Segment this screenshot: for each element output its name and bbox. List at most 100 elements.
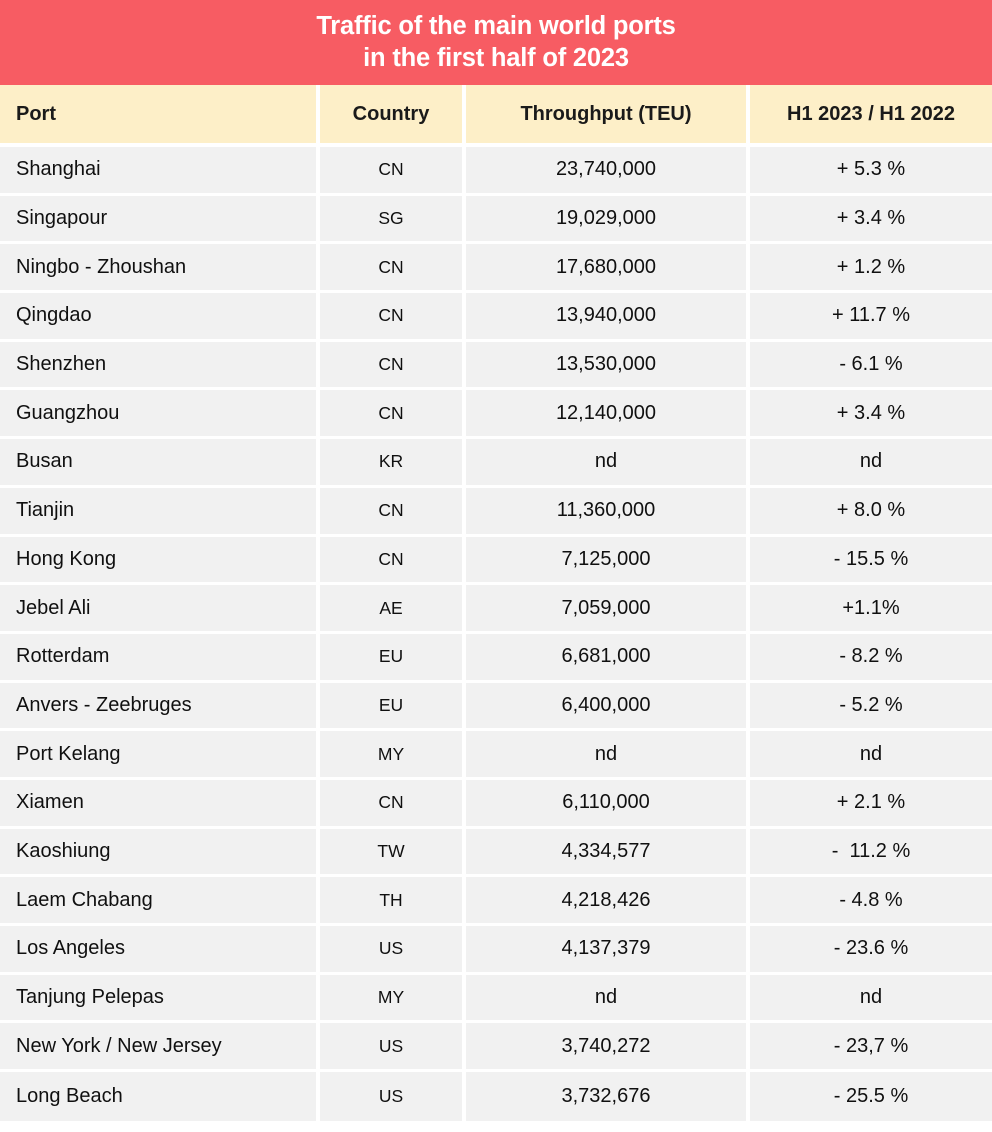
column-header-port: Port — [0, 85, 320, 147]
cell-throughput: 4,218,426 — [466, 877, 750, 926]
cell-throughput: 7,059,000 — [466, 585, 750, 634]
cell-country: US — [320, 1023, 466, 1073]
cell-variation: + 11.7 % — [750, 293, 992, 342]
cell-country: SG — [320, 195, 466, 245]
cell-country: AE — [320, 585, 466, 634]
cell-port: Port Kelang — [0, 731, 320, 780]
table-row: Jebel Ali AE 7,059,000 +1.1% — [0, 585, 992, 634]
cell-port: Xiamen — [0, 779, 320, 829]
cell-throughput: 4,334,577 — [466, 828, 750, 878]
cell-country: CN — [320, 536, 466, 586]
cell-country: EU — [320, 633, 466, 683]
ports-table: Port Country Throughput (TEU) H1 2023 / … — [0, 85, 992, 1121]
cell-country: TW — [320, 828, 466, 878]
cell-country: CN — [320, 244, 466, 294]
cell-port: Singapour — [0, 195, 320, 245]
cell-variation: - 6.1 % — [750, 341, 992, 391]
title-banner: Traffic of the main world ports in the f… — [0, 0, 992, 85]
cell-throughput: 19,029,000 — [466, 195, 750, 245]
cell-variation: + 1.2 % — [750, 244, 992, 294]
cell-throughput: nd — [466, 974, 750, 1024]
cell-port: Rotterdam — [0, 633, 320, 683]
cell-country: US — [320, 926, 466, 975]
column-header-throughput: Throughput (TEU) — [466, 85, 750, 147]
table-row: Kaoshiung TW 4,334,577- 11.2 % — [0, 828, 992, 878]
cell-port: Los Angeles — [0, 926, 320, 975]
cell-port: Shanghai — [0, 147, 320, 196]
cell-throughput: 6,400,000 — [466, 682, 750, 732]
table-row: Guangzhou CN 12,140,000 + 3.4 % — [0, 390, 992, 440]
cell-variation: - 5.2 % — [750, 682, 992, 732]
table-body: Shanghai CN 23,740,000 + 5.3 % Singapour SG 19… — [0, 147, 992, 1121]
cell-throughput: 23,740,000 — [466, 147, 750, 196]
cell-variation: nd — [750, 439, 992, 488]
cell-throughput: nd — [466, 731, 750, 780]
table-row: Ningbo - Zhoushan CN 17,680,000 + 1.2 % — [0, 244, 992, 294]
cell-country: TH — [320, 877, 466, 926]
table-row: Shenzhen CN 13,530,000- 6.1 % — [0, 341, 992, 391]
cell-country: US — [320, 1072, 466, 1121]
cell-country: MY — [320, 731, 466, 780]
table-row: Tanjung Pelepas MY nd nd — [0, 974, 992, 1024]
cell-country: CN — [320, 487, 466, 537]
table-row: Anvers - Zeebruges EU 6,400,000- 5.2 % — [0, 682, 992, 732]
table-row: Tianjin CN 11,360,000 + 8.0 % — [0, 487, 992, 537]
cell-throughput: 3,732,676 — [466, 1072, 750, 1121]
cell-variation: - 23,7 % — [750, 1023, 992, 1073]
cell-variation: - 11.2 % — [750, 828, 992, 878]
cell-variation: + 3.4 % — [750, 390, 992, 440]
page-title-line-2: in the first half of 2023 — [363, 43, 629, 72]
table-header-row: Port Country Throughput (TEU) H1 2023 / … — [0, 85, 992, 147]
cell-port: Tianjin — [0, 487, 320, 537]
table-row: Xiamen CN 6,110,000 + 2.1 % — [0, 779, 992, 829]
cell-variation: nd — [750, 974, 992, 1024]
cell-variation: +1.1% — [750, 585, 992, 634]
cell-country: EU — [320, 682, 466, 732]
cell-port: Long Beach — [0, 1072, 320, 1121]
cell-port: Ningbo - Zhoushan — [0, 244, 320, 294]
cell-throughput: nd — [466, 439, 750, 488]
cell-variation: + 3.4 % — [750, 195, 992, 245]
cell-country: CN — [320, 341, 466, 391]
table-row: Hong Kong CN 7,125,000- 15.5 % — [0, 536, 992, 586]
cell-throughput: 13,530,000 — [466, 341, 750, 391]
cell-throughput: 6,681,000 — [466, 633, 750, 683]
cell-port: Kaoshiung — [0, 828, 320, 878]
cell-port: Busan — [0, 439, 320, 488]
cell-country: CN — [320, 147, 466, 196]
page-title-line-1: Traffic of the main world ports — [316, 12, 676, 41]
cell-variation: - 23.6 % — [750, 926, 992, 975]
table-row: Shanghai CN 23,740,000 + 5.3 % — [0, 147, 992, 196]
cell-throughput: 17,680,000 — [466, 244, 750, 294]
cell-port: Anvers - Zeebruges — [0, 682, 320, 732]
cell-throughput: 12,140,000 — [466, 390, 750, 440]
table-row: Port Kelang MY nd nd — [0, 731, 992, 780]
cell-country: KR — [320, 439, 466, 488]
cell-port: New York / New Jersey — [0, 1023, 320, 1073]
table-row: Singapour SG 19,029,000 + 3.4 % — [0, 195, 992, 245]
cell-variation: + 5.3 % — [750, 147, 992, 196]
cell-country: MY — [320, 974, 466, 1024]
cell-port: Tanjung Pelepas — [0, 974, 320, 1024]
cell-variation: - 15.5 % — [750, 536, 992, 586]
cell-country: CN — [320, 779, 466, 829]
cell-throughput: 7,125,000 — [466, 536, 750, 586]
cell-variation: + 2.1 % — [750, 779, 992, 829]
table-row: New York / New Jersey US 3,740,272- 23,7 % — [0, 1023, 992, 1073]
cell-port: Jebel Ali — [0, 585, 320, 634]
cell-throughput: 13,940,000 — [466, 293, 750, 342]
cell-country: CN — [320, 293, 466, 342]
cell-throughput: 4,137,379 — [466, 926, 750, 975]
cell-variation: + 8.0 % — [750, 487, 992, 537]
cell-port: Laem Chabang — [0, 877, 320, 926]
table-row: Busan KR nd nd — [0, 439, 992, 488]
table-row: Qingdao CN 13,940,000 + 11.7 % — [0, 293, 992, 342]
table-row: Laem Chabang TH 4,218,426- 4.8 % — [0, 877, 992, 926]
cell-variation: - 25.5 % — [750, 1072, 992, 1121]
cell-country: CN — [320, 390, 466, 440]
cell-variation: - 4.8 % — [750, 877, 992, 926]
table-header: Port Country Throughput (TEU) H1 2023 / … — [0, 85, 992, 147]
column-header-country: Country — [320, 85, 466, 147]
table-row: Long Beach US 3,732,676- 25.5 % — [0, 1072, 992, 1121]
